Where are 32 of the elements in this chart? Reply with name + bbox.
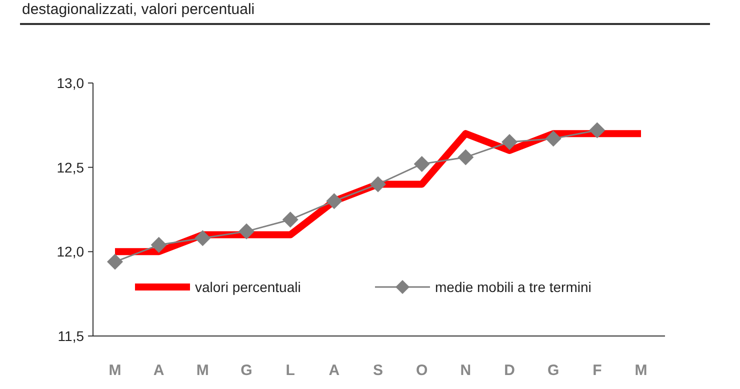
x-tick-label: M xyxy=(108,362,122,379)
point xyxy=(238,223,254,240)
x-tick-label: M xyxy=(196,362,209,379)
point xyxy=(107,254,123,270)
x-tick-label: F xyxy=(592,362,602,379)
x-tick-label: A xyxy=(328,362,340,379)
x-tick-label: D xyxy=(504,362,516,379)
x-tick-label: A xyxy=(153,362,164,379)
x-tick-label: O xyxy=(416,362,428,379)
x-tick-label: N xyxy=(460,362,472,379)
x-tick-label: S xyxy=(372,362,384,379)
x-tick-label: L xyxy=(286,362,295,379)
y-tick-label: 11,5 xyxy=(58,328,84,344)
point xyxy=(326,193,342,210)
y-tick-label: 12,0 xyxy=(56,244,84,260)
y-tick-label: 13,0 xyxy=(56,75,84,91)
x-tick-label: G xyxy=(547,362,560,379)
x-tick-label: G xyxy=(240,362,252,379)
point xyxy=(194,230,211,246)
legend-label: valori percentuali xyxy=(195,279,301,295)
y-tick-label: 12,5 xyxy=(56,159,84,176)
point xyxy=(370,176,386,192)
point xyxy=(414,156,430,172)
point xyxy=(458,149,474,166)
legend-label: medie mobili a tre termini xyxy=(435,279,592,295)
chart-title: destagionalizzati, valori percentuali xyxy=(22,1,255,18)
point xyxy=(545,130,562,147)
point xyxy=(282,212,298,228)
x-tick-label: M xyxy=(634,362,648,379)
point xyxy=(589,122,606,138)
point xyxy=(502,134,518,150)
point xyxy=(150,236,167,253)
